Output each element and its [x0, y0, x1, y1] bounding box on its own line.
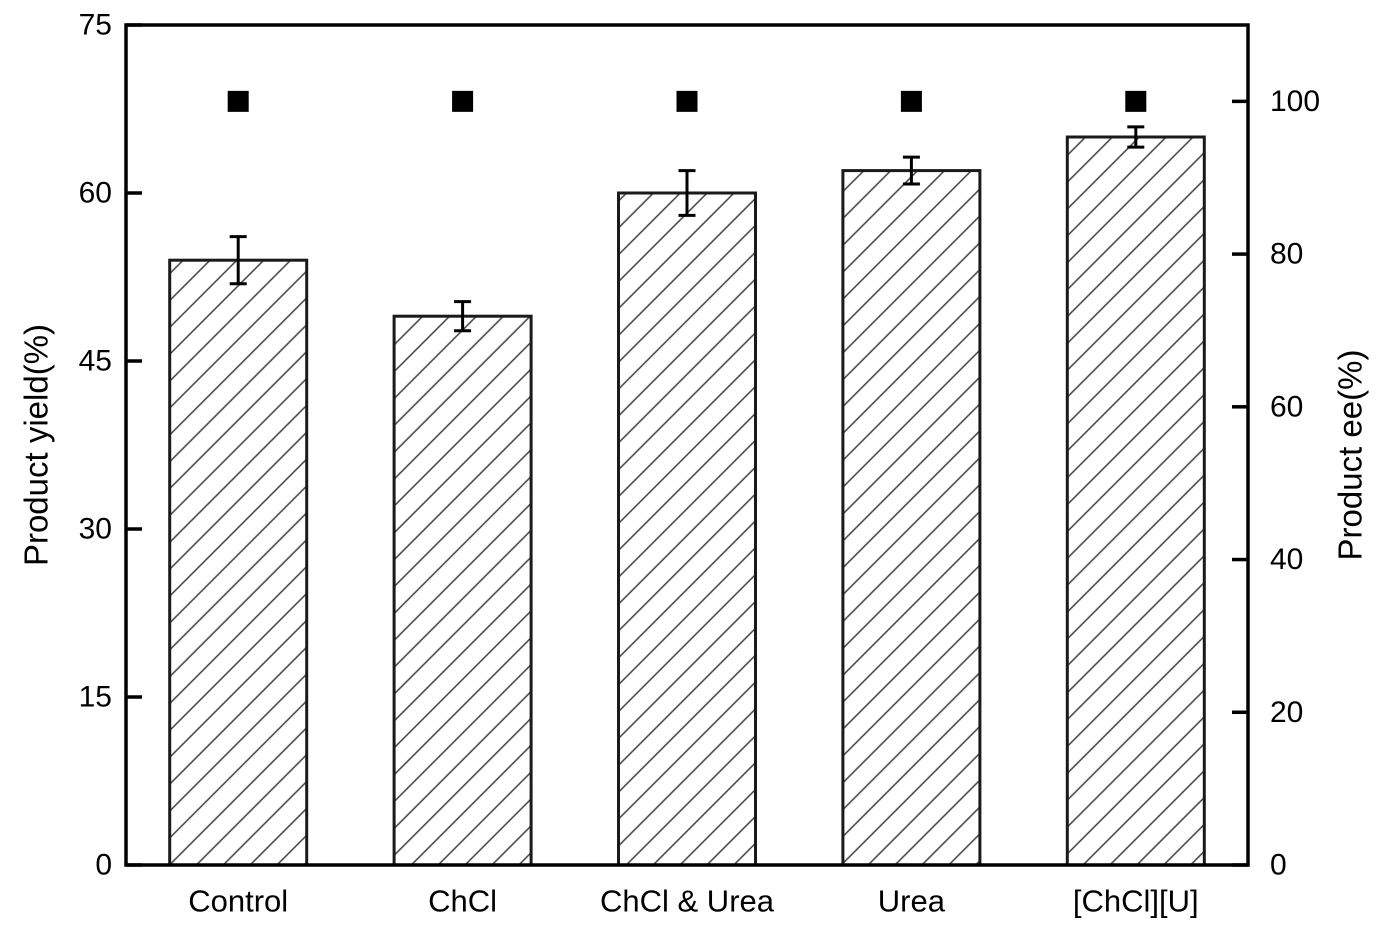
- left-tick-label-30: 30: [79, 513, 112, 546]
- left-tick-label-60: 60: [79, 177, 112, 210]
- right-axis-title: Product ee(%): [1332, 350, 1369, 561]
- plot-frame: [124, 23, 1250, 867]
- bar-0: [168, 258, 309, 867]
- right-tick-label-40: 40: [1270, 543, 1303, 576]
- category-label-3: Urea: [878, 884, 946, 919]
- ee-marker-2: [676, 90, 698, 112]
- bar-1: [392, 314, 533, 867]
- category-label-1: ChCl: [428, 884, 497, 919]
- bar-2: [617, 191, 757, 867]
- left-tick-label-45: 45: [79, 345, 112, 378]
- plot-layer: 0 15 30 45 60 75 0 20 40 60 80 100 Control ChCl ChCl &…: [79, 9, 1320, 919]
- category-label-4: [ChCl][U]: [1073, 884, 1199, 919]
- left-tick-label-0: 0: [95, 849, 112, 882]
- left-tick-label-15: 15: [79, 681, 112, 714]
- ee-marker-0: [227, 90, 249, 112]
- category-label-0: Control: [188, 884, 288, 919]
- category-label-2: ChCl & Urea: [600, 884, 775, 919]
- ee-marker-3: [900, 90, 922, 112]
- left-axis-title: Product yield(%): [18, 324, 55, 566]
- right-tick-label-0: 0: [1270, 849, 1287, 882]
- ee-marker-1: [452, 90, 474, 112]
- left-tick-label-75: 75: [79, 9, 112, 42]
- right-tick-label-20: 20: [1270, 696, 1303, 729]
- right-tick-label-100: 100: [1270, 85, 1320, 118]
- right-tick-label-80: 80: [1270, 238, 1303, 271]
- ee-marker-4: [1125, 90, 1147, 112]
- right-tick-label-60: 60: [1270, 390, 1303, 423]
- bar-3: [841, 169, 982, 867]
- bar-4: [1065, 135, 1206, 867]
